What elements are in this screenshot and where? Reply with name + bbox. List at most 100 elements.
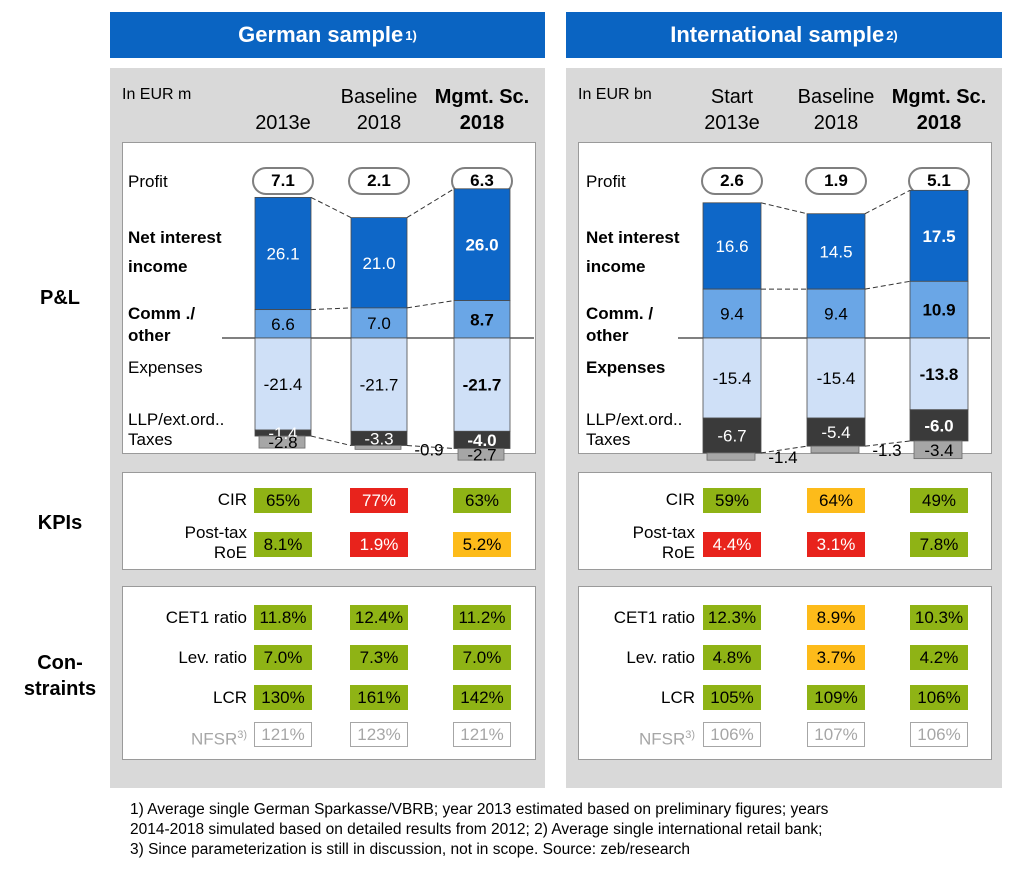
international-label-profit: Profit: [586, 172, 626, 191]
row-label-line: straints: [23, 678, 97, 700]
international-bar-nii-value: 17.5: [922, 227, 955, 246]
german-bar-taxes: [457, 448, 505, 461]
german-kpi-roe-value: 1.9%: [350, 532, 408, 557]
german-connector-comm: [406, 300, 455, 309]
international-constraint-nfsr-value: 107%: [807, 722, 865, 747]
international-kpi-cir-value: 49%: [910, 488, 968, 513]
german-constraint-label-nfsr: NFSR3): [190, 729, 247, 749]
german-label-expenses: Expenses: [128, 358, 203, 377]
international-bar-taxes-value: -1.3: [872, 441, 901, 460]
international-profit-pill: 2.6: [701, 167, 763, 195]
german-label-comm-2: other: [128, 326, 171, 345]
german-bar-nii-value: 26.1: [266, 245, 299, 264]
nfsr-footnote-ref: 3): [237, 729, 247, 741]
international-bar-llp-value: -6.0: [924, 416, 953, 435]
international-constraint-cet1-value: 8.9%: [807, 605, 865, 630]
german-bar-comm-value: 7.0: [367, 314, 391, 333]
international-connector-comm: [864, 280, 911, 290]
german-header-footnote-ref: 1): [405, 27, 417, 43]
german-column-header: Baseline 2018: [319, 84, 439, 136]
german-constraint-lev-value: 7.3%: [350, 645, 408, 670]
german-profit-pill: 2.1: [348, 167, 410, 195]
international-connector-nii: [760, 202, 808, 215]
row-label-pl: P&L: [40, 287, 80, 309]
german-label-nii-2: income: [128, 257, 188, 276]
international-bar-llp: [702, 417, 762, 454]
international-profit-pill: 1.9: [805, 167, 867, 195]
german-kpi-cir-value: 63%: [453, 488, 511, 513]
international-bar-taxes: [810, 445, 860, 454]
international-constraint-label-lcr: LCR: [660, 688, 695, 707]
column-header-line: Baseline: [797, 86, 875, 108]
international-kpi-label-cir: CIR: [665, 490, 695, 509]
german-kpi-label-roe: Post-tax: [184, 523, 247, 542]
german-column-header: Mgmt. Sc. 2018: [422, 84, 542, 136]
international-bar-nii: [702, 202, 762, 290]
international-bar-taxes-value: -1.4: [768, 448, 797, 467]
german-bar-expenses: [350, 337, 408, 432]
international-constraint-lcr-value: 105%: [703, 685, 761, 710]
german-kpi-cir-value: 65%: [254, 488, 312, 513]
international-kpi-roe-value: 4.4%: [703, 532, 761, 557]
international-bar-expenses: [806, 337, 866, 419]
german-bar-expenses: [254, 337, 312, 431]
international-bar-expenses-value: -15.4: [713, 369, 752, 388]
international-bar-nii-value: 14.5: [819, 242, 852, 261]
german-constraint-nfsr-value: 121%: [254, 722, 312, 747]
german-constraint-lev-value: 7.0%: [453, 645, 511, 670]
german-connector-llp: [310, 435, 352, 446]
german-constraint-label-lcr: LCR: [212, 688, 247, 707]
german-bar-taxes-value: -0.9: [414, 441, 443, 460]
international-label-nii-2: income: [586, 257, 646, 276]
international-kpi-cir-value: 64%: [807, 488, 865, 513]
international-label-nii: Net interest: [586, 228, 680, 247]
international-bar-comm: [702, 288, 762, 339]
german-label-nii: Net interest: [128, 228, 222, 247]
german-bar-llp-value: -3.3: [364, 429, 393, 448]
german-constraint-lcr-value: 130%: [254, 685, 312, 710]
international-bar-comm: [806, 288, 866, 339]
international-bar-nii: [806, 213, 866, 290]
international-bar-expenses-value: -13.8: [920, 365, 959, 384]
german-bar-nii: [350, 217, 408, 309]
international-constraint-lcr-value: 106%: [910, 685, 968, 710]
international-bar-taxes: [913, 440, 963, 460]
footnote-line: 1) Average single German Sparkasse/VBRB;…: [130, 801, 829, 818]
german-bar-taxes-value: -2.7: [467, 445, 496, 464]
german-bar-nii-value: 26.0: [465, 236, 498, 255]
international-constraint-label-lev: Lev. ratio: [626, 648, 695, 667]
international-constraint-lev-value: 4.2%: [910, 645, 968, 670]
column-header-line: Mgmt. Sc.: [891, 86, 987, 108]
german-bar-expenses-value: -21.4: [264, 375, 303, 394]
german-connector-comm: [310, 307, 352, 311]
german-bar-comm-value: 6.6: [271, 315, 295, 334]
german-bar-llp-value: -1.4: [268, 424, 297, 443]
german-constraint-cet1-value: 11.2%: [453, 605, 511, 630]
international-bar-comm-value: 9.4: [720, 305, 744, 324]
international-label-comm-2: other: [586, 326, 629, 345]
international-header-title: International sample: [670, 22, 885, 47]
international-kpi-roe-value: 3.1%: [807, 532, 865, 557]
column-header-line: 2018: [356, 112, 402, 134]
international-bar-nii: [909, 189, 969, 282]
international-kpi-roe-value: 7.8%: [910, 532, 968, 557]
german-bar-taxes: [258, 435, 306, 449]
german-connector-nii: [406, 188, 455, 219]
column-header-line: 2018: [813, 112, 859, 134]
international-constraint-lev-value: 4.8%: [703, 645, 761, 670]
international-column-header: Baseline 2018: [776, 84, 896, 136]
international-constraint-nfsr-value: 106%: [703, 722, 761, 747]
international-bar-llp-value: -5.4: [821, 423, 850, 442]
column-header-line: 2013e: [255, 112, 311, 134]
german-kpi-roe-value: 5.2%: [453, 532, 511, 557]
german-constraint-label-cet1: CET1 ratio: [165, 608, 247, 627]
international-column-header: Start 2013e: [672, 84, 792, 136]
international-bar-comm-value: 9.4: [824, 305, 848, 324]
german-bar-llp-value: -4.0: [467, 431, 496, 450]
german-kpi-cir-value: 77%: [350, 488, 408, 513]
international-bar-expenses: [702, 337, 762, 419]
international-bar-taxes-value: -3.4: [924, 441, 953, 460]
german-label-profit: Profit: [128, 172, 168, 191]
german-constraint-label-lev: Lev. ratio: [178, 648, 247, 667]
